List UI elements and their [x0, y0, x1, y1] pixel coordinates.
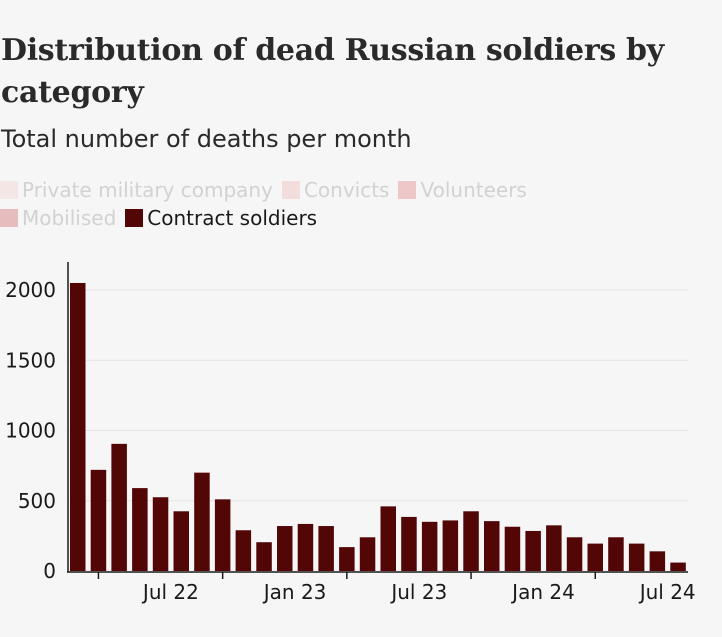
bar[interactable] [318, 526, 334, 571]
bar[interactable] [608, 537, 624, 571]
bar[interactable] [546, 525, 562, 571]
legend-row: Mobilised Contract soldiers [0, 204, 700, 232]
legend-item-mobilised[interactable]: Mobilised [0, 206, 116, 230]
bar[interactable] [194, 472, 210, 571]
chart-title: Distribution of dead Russian soldiers by… [1, 33, 664, 110]
y-tick-label: 2000 [5, 278, 56, 302]
bar[interactable] [339, 547, 355, 571]
x-tick-label: Jan 24 [510, 580, 575, 604]
x-tick-label: Jul 24 [638, 580, 696, 604]
legend-label: Mobilised [22, 206, 117, 230]
bar[interactable] [566, 537, 583, 571]
legend-label: Convicts [303, 178, 390, 202]
legend-label: Contract soldiers [147, 206, 318, 230]
legend-swatch [281, 181, 300, 199]
axes [67, 262, 688, 579]
bar[interactable] [649, 551, 666, 571]
bar[interactable] [628, 543, 645, 571]
bar[interactable] [504, 526, 521, 571]
y-tick-label: 500 [18, 489, 56, 513]
legend-swatch [0, 181, 18, 199]
x-tick-label: Jul 22 [141, 580, 199, 604]
gridlines [68, 289, 688, 502]
bar[interactable] [173, 511, 190, 571]
bar[interactable] [587, 543, 604, 571]
legend-item-convicts[interactable]: Convicts [281, 178, 390, 202]
legend-item-contract-soldiers[interactable]: Contract soldiers [125, 206, 317, 230]
bar[interactable] [297, 523, 314, 571]
bar[interactable] [670, 562, 686, 571]
bar[interactable] [359, 537, 376, 571]
bar[interactable] [132, 488, 148, 571]
x-tick-label: Jul 23 [389, 580, 447, 604]
bar[interactable] [70, 282, 86, 571]
bar[interactable] [256, 542, 272, 571]
bar[interactable] [214, 499, 231, 571]
bar[interactable] [111, 443, 127, 571]
bars [70, 282, 686, 571]
bar[interactable] [277, 526, 293, 571]
legend-swatch [0, 209, 18, 227]
bar[interactable] [152, 497, 169, 571]
bar[interactable] [380, 506, 397, 571]
bar[interactable] [235, 530, 252, 571]
legend-label: Volunteers [420, 178, 527, 202]
legend-swatch [398, 181, 417, 199]
y-axis-labels: 0 500 1000 1500 2000 [5, 278, 56, 583]
x-tick-label: Jan 23 [262, 580, 327, 604]
legend-label: Private military company [22, 178, 273, 202]
legend-item-volunteers[interactable]: Volunteers [398, 178, 527, 202]
bar[interactable] [484, 521, 500, 571]
bar[interactable] [525, 530, 541, 571]
chart-subtitle: Total number of deaths per month [1, 125, 412, 153]
x-axis-labels: Jul 22 Jan 23 Jul 23 Jan 24 Jul 24 [141, 580, 696, 604]
legend-swatch [125, 209, 144, 227]
legend-row: Private military company Convicts Volunt… [0, 176, 700, 204]
legend: Private military company Convicts Volunt… [0, 176, 700, 232]
bar[interactable] [90, 469, 107, 571]
bar[interactable] [401, 516, 417, 571]
y-tick-label: 0 [43, 559, 56, 583]
bar[interactable] [442, 520, 459, 571]
y-tick-label: 1500 [5, 348, 56, 372]
legend-item-private-military-company[interactable]: Private military company [0, 178, 273, 202]
bar[interactable] [421, 521, 438, 571]
y-tick-label: 1000 [5, 419, 56, 443]
bar[interactable] [463, 511, 479, 571]
